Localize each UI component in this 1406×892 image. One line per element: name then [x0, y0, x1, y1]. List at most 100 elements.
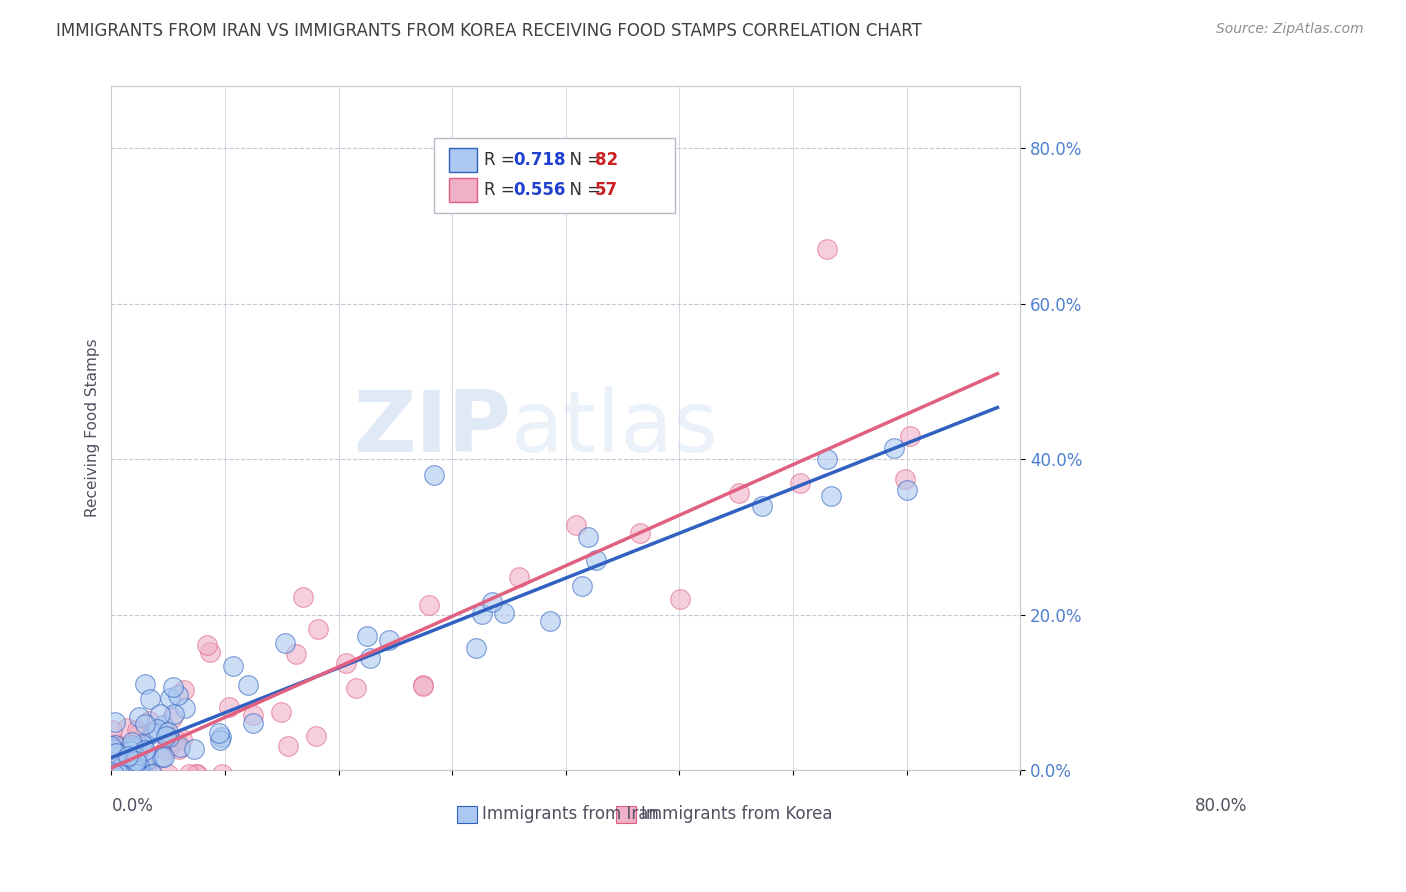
- Point: [124, 759, 146, 773]
- Point: [471, 607, 494, 622]
- Point: [173, 683, 195, 698]
- Point: [160, 711, 183, 725]
- Point: [167, 742, 190, 756]
- Point: [135, 762, 157, 776]
- Point: [208, 726, 231, 740]
- Point: [815, 243, 838, 257]
- Point: [121, 738, 143, 752]
- Point: [128, 759, 150, 773]
- Point: [141, 766, 163, 780]
- FancyBboxPatch shape: [450, 178, 477, 202]
- Point: [114, 762, 136, 776]
- Point: [292, 590, 315, 604]
- Point: [179, 766, 201, 780]
- Point: [211, 766, 233, 780]
- Point: [242, 708, 264, 723]
- Point: [125, 764, 148, 778]
- Text: Immigrants from Korea: Immigrants from Korea: [641, 805, 832, 823]
- Point: [894, 472, 917, 486]
- Point: [900, 429, 922, 443]
- Text: atlas: atlas: [512, 386, 720, 469]
- Point: [122, 739, 145, 754]
- Point: [139, 691, 162, 706]
- Text: 82: 82: [595, 151, 619, 169]
- Point: [494, 606, 516, 620]
- Point: [135, 753, 157, 767]
- Point: [104, 714, 127, 729]
- Point: [128, 766, 150, 780]
- Point: [159, 691, 181, 706]
- Point: [103, 766, 125, 780]
- Point: [121, 766, 143, 780]
- Point: [101, 766, 124, 780]
- Point: [104, 766, 127, 780]
- Point: [111, 766, 134, 780]
- Point: [628, 525, 651, 540]
- Point: [107, 762, 129, 776]
- Point: [378, 633, 401, 648]
- Point: [134, 677, 156, 691]
- Text: N =: N =: [558, 151, 606, 169]
- Point: [112, 757, 135, 772]
- Point: [153, 743, 176, 757]
- Point: [789, 476, 811, 491]
- Point: [508, 570, 530, 584]
- Point: [571, 579, 593, 593]
- Point: [132, 766, 155, 780]
- Text: 0.0%: 0.0%: [111, 797, 153, 815]
- Point: [896, 483, 918, 498]
- Point: [152, 749, 174, 764]
- Point: [274, 635, 297, 649]
- Point: [101, 741, 124, 756]
- Point: [146, 722, 169, 736]
- Point: [156, 766, 179, 780]
- Point: [820, 489, 842, 503]
- Point: [564, 518, 586, 533]
- Point: [149, 707, 172, 722]
- Point: [129, 764, 152, 779]
- Point: [727, 486, 749, 500]
- Point: [751, 499, 773, 513]
- Point: [127, 726, 149, 740]
- Point: [129, 766, 152, 780]
- Point: [104, 737, 127, 751]
- Point: [163, 706, 186, 721]
- Point: [412, 679, 434, 693]
- Point: [159, 739, 181, 753]
- Point: [122, 756, 145, 771]
- Point: [209, 733, 232, 747]
- Point: [103, 766, 125, 780]
- Point: [121, 740, 143, 755]
- Point: [111, 766, 134, 780]
- Point: [412, 678, 434, 692]
- Point: [118, 764, 141, 778]
- Point: [815, 452, 838, 467]
- Text: R =: R =: [484, 151, 520, 169]
- Point: [114, 766, 136, 780]
- Point: [356, 629, 378, 643]
- Point: [209, 731, 232, 745]
- Point: [236, 678, 259, 692]
- Point: [186, 766, 208, 780]
- Point: [198, 644, 221, 658]
- Point: [481, 595, 503, 609]
- FancyBboxPatch shape: [616, 806, 636, 823]
- Point: [152, 718, 174, 732]
- Point: [101, 723, 124, 738]
- Point: [242, 716, 264, 731]
- Point: [117, 766, 139, 780]
- Point: [155, 729, 177, 743]
- Point: [186, 766, 208, 780]
- Point: [423, 467, 446, 482]
- Point: [538, 615, 561, 629]
- Point: [125, 766, 148, 780]
- Point: [134, 743, 156, 757]
- Point: [100, 766, 122, 780]
- Text: 57: 57: [595, 181, 619, 199]
- Point: [270, 705, 292, 719]
- Point: [576, 530, 599, 544]
- Point: [150, 750, 173, 764]
- Text: ZIP: ZIP: [353, 386, 512, 469]
- Point: [465, 640, 488, 655]
- Point: [136, 748, 159, 763]
